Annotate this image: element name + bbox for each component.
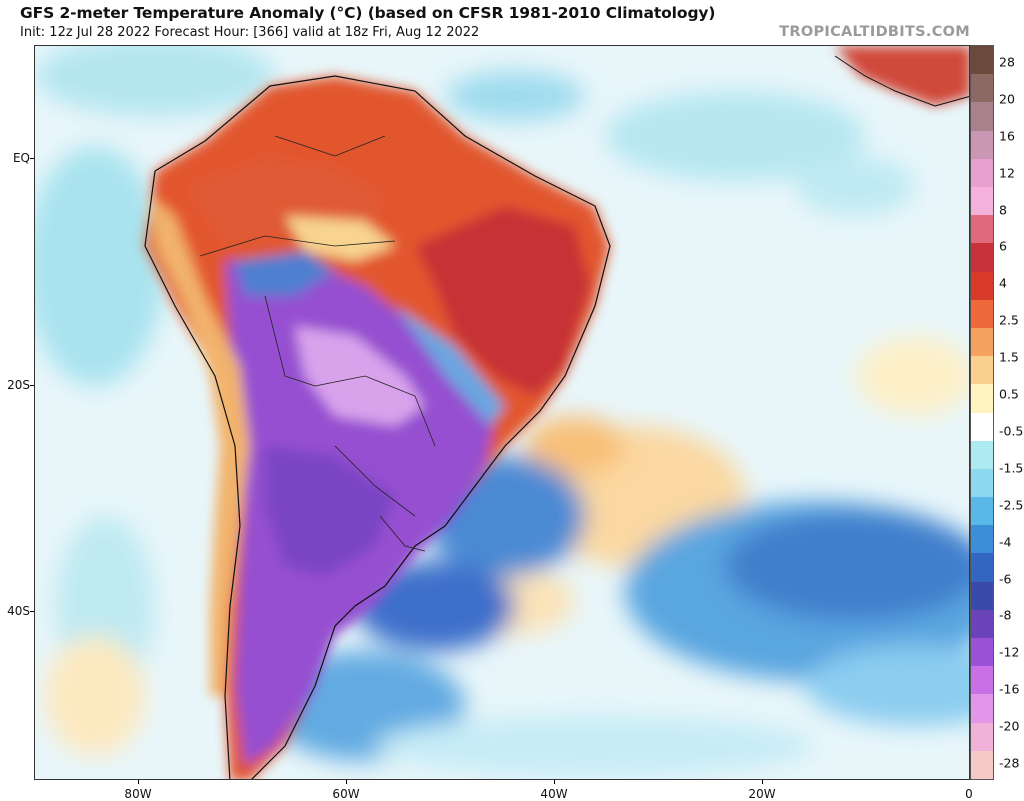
- colorbar-label: 16: [999, 128, 1015, 144]
- colorbar-segment: [971, 553, 993, 583]
- colorbar-segment: [971, 468, 993, 498]
- colorbar-label: 0.5: [999, 386, 1019, 402]
- colorbar-label: -0.5: [999, 423, 1024, 439]
- lat-tick: [30, 385, 34, 386]
- colorbar-label: -16: [999, 681, 1020, 697]
- colorbar-label: 28: [999, 54, 1015, 70]
- colorbar-label: -6: [999, 571, 1012, 587]
- lon-tick: [138, 780, 139, 784]
- colorbar-label: 20: [999, 91, 1015, 107]
- colorbar-segment: [971, 102, 993, 132]
- colorbar-label: 6: [999, 238, 1007, 254]
- colorbar-segment: [971, 243, 993, 273]
- colorbar-label: -4: [999, 534, 1012, 550]
- colorbar-segment: [971, 186, 993, 216]
- colorbar-segment: [971, 666, 993, 695]
- colorbar-segment: [971, 694, 993, 724]
- lon-label-80w: 80W: [124, 787, 152, 801]
- colorbar-segment: [971, 750, 993, 780]
- colorbar-segment: [971, 215, 993, 244]
- lon-label-0: 0: [965, 787, 973, 801]
- lat-label-eq: EQ: [12, 151, 30, 165]
- colorbar-segment: [971, 440, 993, 470]
- colorbar-segment: [971, 609, 993, 639]
- lon-tick: [762, 780, 763, 784]
- colorbar-label: -28: [999, 755, 1020, 771]
- map-graphic: [35, 46, 969, 779]
- colorbar-label: 2.5: [999, 312, 1019, 328]
- colorbar-segment: [971, 497, 993, 526]
- colorbar-segment: [971, 356, 993, 385]
- colorbar-segment: [971, 46, 993, 75]
- colorbar-segment: [971, 384, 993, 413]
- map-title: GFS 2-meter Temperature Anomaly (°C) (ba…: [20, 4, 716, 22]
- colorbar-label: -1.5: [999, 460, 1024, 476]
- colorbar-segment: [971, 271, 993, 301]
- lon-label-40w: 40W: [540, 787, 568, 801]
- colorbar-segment: [971, 581, 993, 611]
- lon-label-20w: 20W: [748, 787, 776, 801]
- colorbar-segment: [971, 722, 993, 752]
- colorbar: [970, 45, 994, 780]
- colorbar-label: 12: [999, 165, 1015, 181]
- colorbar-label: 4: [999, 275, 1007, 291]
- colorbar-label: 8: [999, 202, 1007, 218]
- colorbar-segment: [971, 158, 993, 188]
- colorbar-label: -8: [999, 607, 1012, 623]
- colorbar-segment: [971, 525, 993, 554]
- colorbar-label: 1.5: [999, 349, 1019, 365]
- colorbar-segment: [971, 327, 993, 357]
- anomaly-map: [34, 45, 970, 780]
- lat-tick: [30, 611, 34, 612]
- lat-label-40s: 40S: [7, 604, 30, 618]
- colorbar-segment: [971, 638, 993, 667]
- lon-label-60w: 60W: [332, 787, 360, 801]
- lat-label-20s: 20S: [7, 378, 30, 392]
- colorbar-segment: [971, 74, 993, 103]
- lon-tick: [554, 780, 555, 784]
- colorbar-segment: [971, 412, 993, 442]
- forecast-info: Init: 12z Jul 28 2022 Forecast Hour: [36…: [20, 25, 480, 40]
- colorbar-label: -2.5: [999, 497, 1024, 513]
- brand-watermark: TROPICALTIDBITS.COM: [779, 24, 970, 40]
- lat-tick: [30, 158, 34, 159]
- colorbar-label: -12: [999, 644, 1020, 660]
- colorbar-segment: [971, 130, 993, 160]
- colorbar-segment: [971, 299, 993, 329]
- colorbar-label: -20: [999, 718, 1020, 734]
- lon-tick: [346, 780, 347, 784]
